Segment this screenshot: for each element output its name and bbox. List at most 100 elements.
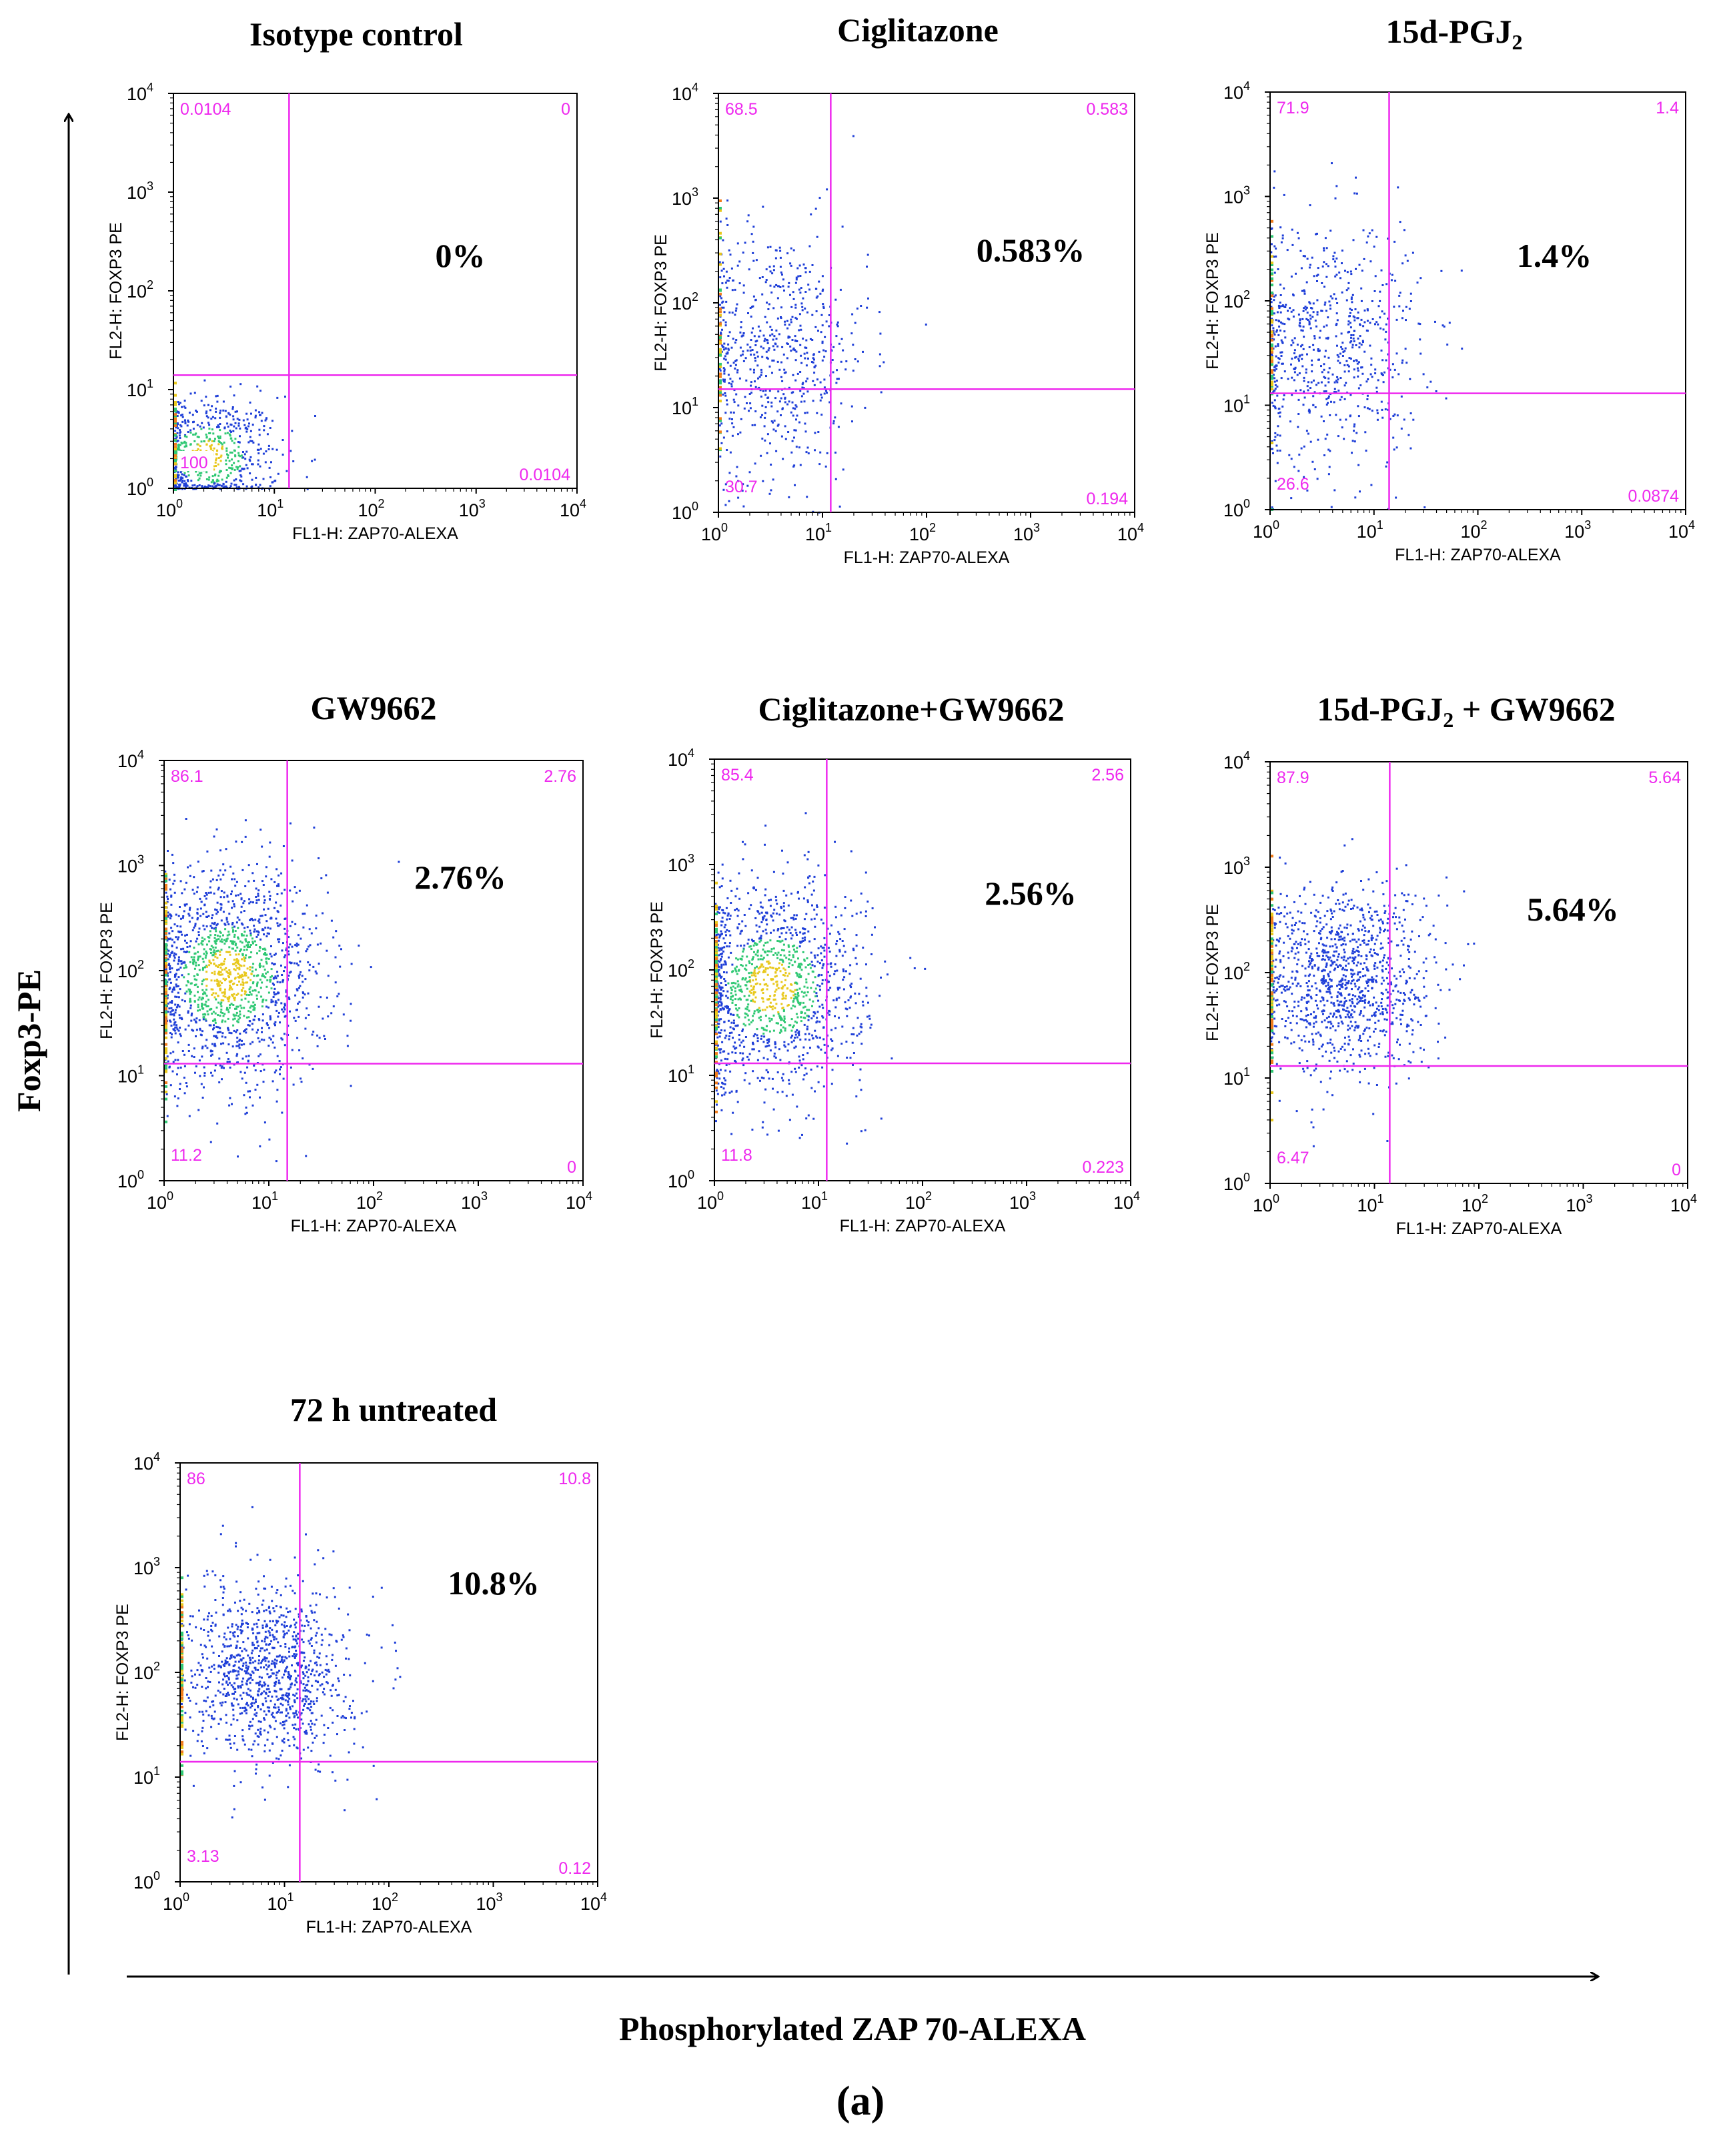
data-point [1270, 251, 1273, 253]
data-point [1367, 235, 1369, 237]
data-point [773, 335, 776, 338]
data-point [727, 343, 730, 346]
data-point [244, 819, 247, 822]
data-point [224, 1020, 227, 1023]
data-point [254, 409, 257, 412]
data-point [290, 822, 292, 825]
data-point [1387, 408, 1389, 411]
data-point [719, 417, 722, 420]
data-point [811, 314, 814, 316]
data-point [1313, 468, 1316, 470]
data-point [228, 933, 231, 936]
data-point [240, 965, 243, 967]
data-point [1302, 310, 1305, 312]
data-point [812, 1000, 814, 1003]
data-point [258, 411, 261, 414]
data-point [206, 978, 209, 981]
data-point [1442, 324, 1444, 327]
data-point [784, 398, 786, 400]
data-point [1398, 294, 1401, 297]
data-point [1324, 376, 1327, 379]
data-point [246, 428, 249, 430]
data-point [1383, 371, 1385, 374]
data-point [197, 436, 200, 438]
data-point [165, 930, 167, 933]
data-point [193, 956, 195, 959]
data-point [231, 995, 234, 997]
data-point [800, 400, 802, 403]
data-point [820, 396, 823, 399]
data-point [1278, 326, 1281, 328]
data-point [237, 422, 240, 425]
data-point [813, 938, 816, 941]
data-point [1327, 381, 1330, 384]
data-point [227, 426, 229, 428]
data-point [185, 818, 187, 820]
data-point [738, 377, 741, 380]
data-point [165, 981, 167, 984]
data-point [330, 1012, 333, 1015]
data-point [719, 322, 722, 326]
data-point [165, 906, 167, 909]
data-point [804, 1067, 806, 1070]
data-point [220, 890, 223, 893]
data-point [790, 306, 793, 308]
data-point [193, 995, 196, 997]
data-point [183, 472, 186, 474]
data-point [778, 333, 780, 336]
data-point [719, 316, 722, 318]
data-point [830, 924, 832, 927]
data-point [208, 438, 211, 440]
data-point [1371, 376, 1373, 378]
data-point [1387, 341, 1389, 344]
data-point [815, 296, 818, 299]
data-point [850, 405, 853, 408]
data-point [1384, 408, 1387, 411]
data-point [814, 326, 817, 328]
data-point [228, 460, 231, 462]
data-point [243, 1015, 245, 1017]
data-point [1296, 231, 1299, 234]
data-point [165, 875, 167, 878]
data-point [742, 251, 744, 254]
data-point [750, 1021, 752, 1024]
data-point [771, 272, 774, 275]
data-point [202, 993, 204, 995]
data-point [1366, 407, 1369, 410]
data-point [747, 1003, 750, 1006]
data-point [243, 1094, 245, 1097]
data-point [175, 410, 178, 413]
data-point [750, 991, 752, 994]
data-point [178, 434, 181, 437]
data-point [1271, 277, 1273, 280]
data-point [235, 895, 237, 897]
data-point [761, 293, 764, 296]
data-point [1355, 432, 1358, 434]
data-point [774, 257, 777, 259]
data-point [175, 973, 177, 975]
data-point [231, 907, 233, 909]
data-point [812, 353, 815, 356]
data-point [1275, 255, 1277, 258]
data-point [165, 972, 167, 975]
data-point [764, 406, 767, 408]
data-point [788, 958, 790, 961]
data-point [174, 430, 177, 432]
data-point [792, 949, 795, 951]
data-point [217, 443, 220, 446]
data-point [258, 921, 261, 924]
data-point [265, 999, 267, 1002]
data-point [815, 913, 818, 916]
data-point [768, 390, 771, 392]
data-point [1271, 334, 1273, 338]
data-point [734, 993, 737, 996]
data-point [796, 267, 799, 270]
data-point [177, 956, 180, 959]
data-point [276, 971, 279, 973]
data-point [185, 966, 187, 969]
data-point [840, 338, 843, 340]
data-point [807, 964, 810, 966]
data-point [244, 957, 247, 959]
data-point [1395, 446, 1398, 449]
data-point [259, 465, 261, 468]
